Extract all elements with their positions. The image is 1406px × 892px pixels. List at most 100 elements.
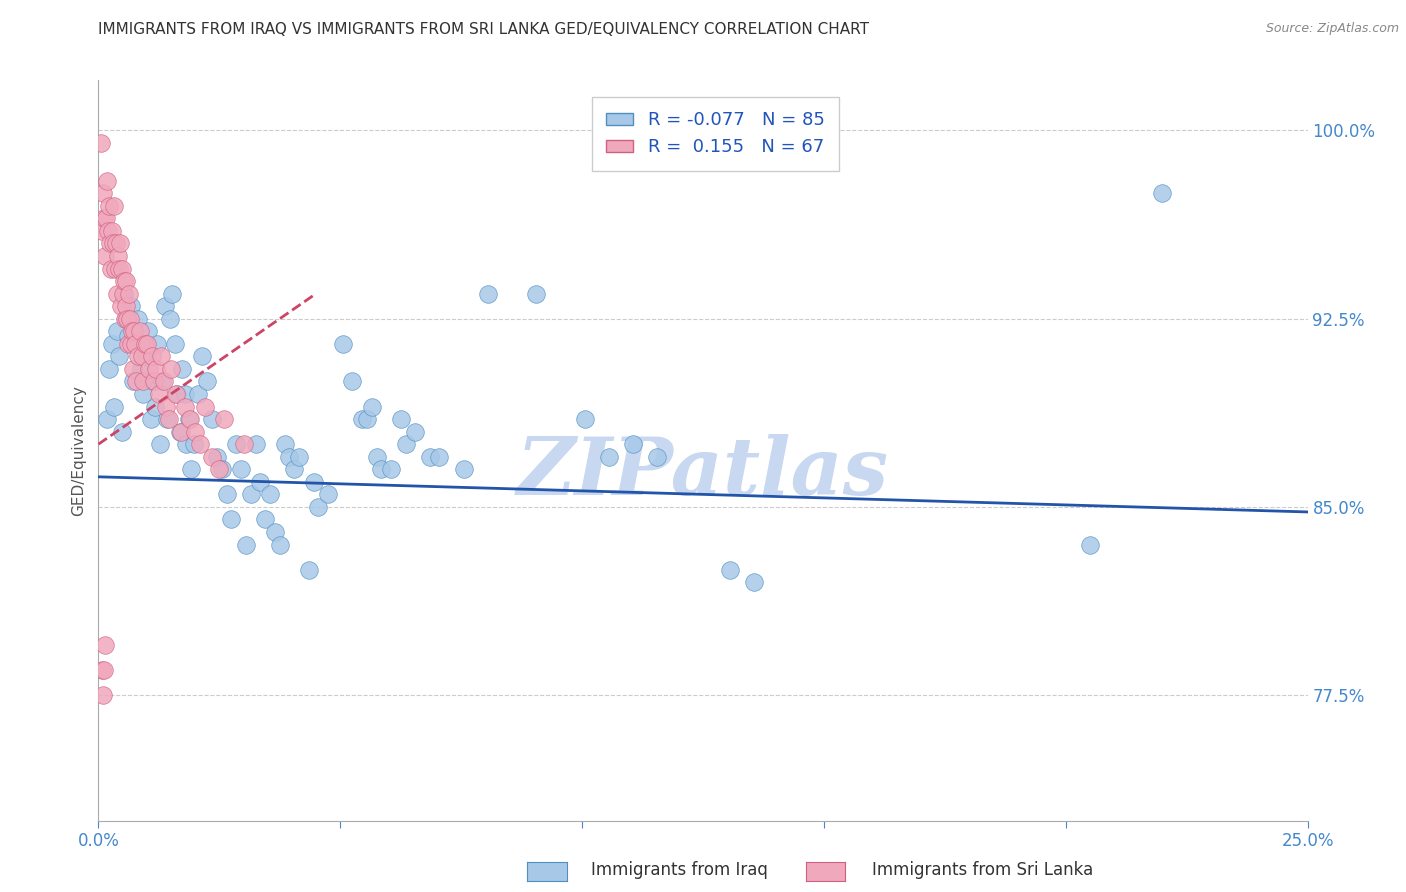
Point xyxy=(389,412,412,426)
Text: IMMIGRANTS FROM IRAQ VS IMMIGRANTS FROM SRI LANKA GED/EQUIVALENCY CORRELATION CH: IMMIGRANTS FROM IRAQ VS IMMIGRANTS FROM … xyxy=(98,22,869,37)
Point xyxy=(477,286,499,301)
Point xyxy=(124,336,146,351)
Point xyxy=(621,437,644,451)
Point xyxy=(332,336,354,351)
Point xyxy=(225,437,247,451)
Point xyxy=(120,336,142,351)
Point xyxy=(201,412,224,426)
Point xyxy=(98,362,121,376)
Point xyxy=(96,211,118,226)
Point xyxy=(101,336,124,351)
Point xyxy=(574,412,596,426)
Point xyxy=(208,462,231,476)
Point xyxy=(215,487,238,501)
Point xyxy=(308,500,330,514)
Point xyxy=(98,199,121,213)
Point xyxy=(254,512,277,526)
Point xyxy=(259,487,281,501)
Point xyxy=(101,224,124,238)
Point xyxy=(120,299,142,313)
Point xyxy=(366,450,388,464)
Point xyxy=(155,400,177,414)
Point xyxy=(125,375,148,389)
Point xyxy=(129,324,152,338)
Point xyxy=(91,224,114,238)
Point xyxy=(114,274,136,288)
Point xyxy=(127,349,149,363)
Point xyxy=(93,663,115,677)
Point xyxy=(132,387,155,401)
Point xyxy=(239,487,262,501)
Point xyxy=(273,437,295,451)
Y-axis label: GED/Equivalency: GED/Equivalency xyxy=(72,385,87,516)
Point xyxy=(138,362,160,376)
Point xyxy=(141,349,163,363)
Point xyxy=(165,387,187,401)
Point xyxy=(249,475,271,489)
Point xyxy=(194,400,217,414)
Point xyxy=(122,362,145,376)
Point xyxy=(283,462,305,476)
Point xyxy=(169,425,191,439)
Point xyxy=(111,261,134,276)
Point xyxy=(143,375,166,389)
Point xyxy=(125,336,148,351)
Point xyxy=(183,437,205,451)
Point xyxy=(117,329,139,343)
Point xyxy=(139,412,162,426)
Point xyxy=(179,412,201,426)
Point xyxy=(148,387,170,401)
Point xyxy=(98,236,121,251)
Point xyxy=(232,437,254,451)
Point xyxy=(278,450,301,464)
Point xyxy=(94,249,117,263)
Point xyxy=(114,311,136,326)
Point xyxy=(184,425,207,439)
Point xyxy=(112,286,135,301)
Point xyxy=(1152,186,1174,201)
Point xyxy=(264,524,287,539)
Point xyxy=(173,387,195,401)
Point xyxy=(150,375,173,389)
Point xyxy=(112,274,135,288)
Point xyxy=(360,400,382,414)
Point xyxy=(598,450,620,464)
Point xyxy=(136,324,159,338)
Point xyxy=(160,362,183,376)
Point xyxy=(120,311,142,326)
Point xyxy=(150,349,173,363)
Point xyxy=(108,236,131,251)
Point xyxy=(229,462,252,476)
Point xyxy=(176,437,198,451)
Point xyxy=(149,437,172,451)
Point xyxy=(174,400,197,414)
Point xyxy=(394,437,416,451)
Point xyxy=(205,450,228,464)
Point xyxy=(187,387,209,401)
Point xyxy=(166,387,188,401)
Point xyxy=(100,261,122,276)
Point xyxy=(179,412,201,426)
Point xyxy=(94,638,117,652)
Point xyxy=(269,538,291,552)
Point xyxy=(129,362,152,376)
Point xyxy=(235,538,257,552)
Point xyxy=(191,349,214,363)
Legend: R = -0.077   N = 85, R =  0.155   N = 67: R = -0.077 N = 85, R = 0.155 N = 67 xyxy=(592,96,839,170)
Point xyxy=(380,462,402,476)
Point xyxy=(1078,538,1101,552)
Point xyxy=(117,311,139,326)
Point xyxy=(115,311,138,326)
Point xyxy=(169,425,191,439)
Point xyxy=(105,324,128,338)
Point xyxy=(118,286,141,301)
Point xyxy=(316,487,339,501)
Text: Immigrants from Iraq: Immigrants from Iraq xyxy=(591,861,768,879)
Point xyxy=(524,286,547,301)
Point xyxy=(96,412,118,426)
Point xyxy=(156,412,179,426)
Point xyxy=(105,286,128,301)
Point xyxy=(221,512,243,526)
Point xyxy=(107,249,129,263)
Point xyxy=(302,475,325,489)
